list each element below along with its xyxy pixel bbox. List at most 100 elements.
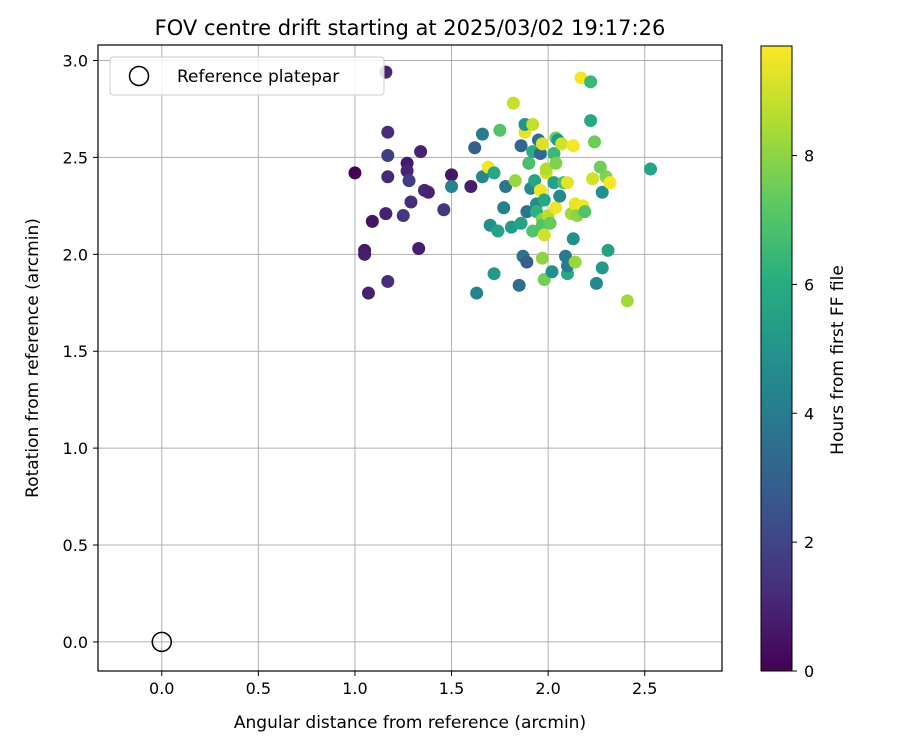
scatter-point bbox=[549, 156, 563, 170]
y-tick-label: 0.0 bbox=[63, 633, 88, 652]
scatter-point bbox=[547, 176, 561, 190]
x-axis-label: Angular distance from reference (arcmin) bbox=[234, 713, 586, 733]
x-tick-label: 1.5 bbox=[439, 679, 464, 698]
y-tick-label: 2.5 bbox=[63, 148, 88, 167]
scatter-point bbox=[620, 294, 634, 308]
scatter-point bbox=[468, 141, 482, 155]
scatter-point bbox=[578, 205, 592, 219]
scatter-point bbox=[396, 209, 410, 223]
scatter-point bbox=[522, 156, 536, 170]
scatter-point bbox=[644, 162, 658, 176]
scatter-point bbox=[589, 276, 603, 290]
grid-lines bbox=[98, 45, 722, 671]
x-tick-label: 0.5 bbox=[246, 679, 271, 698]
colorbar-tick-label: 8 bbox=[804, 147, 814, 166]
scatter-point bbox=[381, 170, 395, 184]
scatter-point bbox=[361, 286, 375, 300]
scatter-point bbox=[514, 139, 528, 153]
scatter-point bbox=[491, 224, 505, 238]
x-axis-ticks: 0.0 0.5 1.0 1.5 2.0 2.5 bbox=[149, 671, 657, 698]
scatter-point bbox=[537, 228, 551, 242]
reference-platepar-marker bbox=[151, 631, 173, 653]
scatter-point bbox=[506, 96, 520, 110]
scatter-point bbox=[520, 255, 534, 269]
colorbar-ticks: 0 2 4 6 8 bbox=[792, 147, 814, 681]
chart-title: FOV centre drift starting at 2025/03/02 … bbox=[155, 16, 666, 40]
colorbar-tick-label: 4 bbox=[804, 404, 814, 423]
scatter-point bbox=[475, 127, 489, 141]
scatter-point bbox=[512, 278, 526, 292]
scatter-point bbox=[603, 176, 617, 190]
scatter-point bbox=[421, 185, 435, 199]
scatter-point bbox=[514, 216, 528, 230]
scatter-point bbox=[358, 247, 372, 261]
x-tick-label: 1.0 bbox=[342, 679, 367, 698]
scatter-point bbox=[593, 160, 607, 174]
scatter-point bbox=[402, 174, 416, 188]
colorbar-tick-label: 0 bbox=[804, 662, 814, 681]
scatter-point bbox=[493, 123, 507, 137]
data-points bbox=[348, 65, 658, 308]
scatter-point bbox=[508, 174, 522, 188]
scatter-point bbox=[584, 75, 598, 89]
scatter-point bbox=[475, 170, 489, 184]
x-tick-label: 0.0 bbox=[149, 679, 174, 698]
scatter-point bbox=[487, 267, 501, 281]
y-tick-label: 0.5 bbox=[63, 536, 88, 555]
scatter-point bbox=[535, 137, 549, 151]
y-tick-label: 2.0 bbox=[63, 245, 88, 264]
scatter-point bbox=[553, 189, 567, 203]
colorbar-gradient bbox=[760, 45, 793, 672]
scatter-point bbox=[560, 176, 574, 190]
scatter-point bbox=[487, 166, 501, 180]
scatter-point bbox=[537, 193, 551, 207]
y-axis-ticks: 0.0 0.5 1.0 1.5 2.0 2.5 3.0 bbox=[63, 52, 98, 652]
scatter-point bbox=[381, 148, 395, 162]
scatter-point bbox=[595, 261, 609, 275]
scatter-point bbox=[543, 216, 557, 230]
y-tick-label: 1.0 bbox=[63, 439, 88, 458]
scatter-point bbox=[545, 265, 559, 279]
scatter-point bbox=[555, 137, 569, 151]
scatter-point bbox=[404, 195, 418, 209]
y-tick-label: 1.5 bbox=[63, 342, 88, 361]
scatter-point bbox=[533, 147, 547, 161]
plot-frame bbox=[97, 44, 723, 672]
scatter-point bbox=[520, 205, 534, 219]
scatter-point bbox=[464, 179, 478, 193]
legend-entry-reference-platepar: Reference platepar bbox=[177, 67, 339, 87]
scatter-point bbox=[601, 243, 615, 257]
scatter-point bbox=[437, 203, 451, 217]
scatter-point bbox=[528, 174, 542, 188]
scatter-point bbox=[549, 201, 563, 215]
scatter-point bbox=[568, 255, 582, 269]
scatter-point bbox=[365, 214, 379, 228]
scatter-point bbox=[535, 251, 549, 265]
scatter-point bbox=[584, 114, 598, 128]
scatter-point bbox=[595, 185, 609, 199]
scatter-point bbox=[539, 162, 553, 176]
scatter-point bbox=[414, 145, 428, 159]
colorbar-label: Hours from first FF file bbox=[828, 265, 848, 455]
scatter-point bbox=[526, 117, 540, 131]
x-tick-label: 2.5 bbox=[632, 679, 657, 698]
scatter-point bbox=[559, 249, 573, 263]
y-tick-label: 3.0 bbox=[63, 52, 88, 71]
scatter-point bbox=[586, 172, 600, 186]
scatter-point bbox=[497, 201, 511, 215]
scatter-point bbox=[445, 179, 459, 193]
scatter-point bbox=[400, 164, 414, 178]
scatter-point bbox=[566, 139, 580, 153]
legend: Reference platepar bbox=[109, 56, 385, 96]
legend-marker-icon bbox=[128, 65, 150, 87]
scatter-point bbox=[381, 274, 395, 288]
colorbar-tick-label: 6 bbox=[804, 275, 814, 294]
scatter-point bbox=[499, 179, 513, 193]
scatter-point bbox=[470, 286, 484, 300]
colorbar-tick-label: 2 bbox=[804, 533, 814, 552]
scatter-point bbox=[566, 232, 580, 246]
colorbar: 0 2 4 6 8 Hours from first FF file bbox=[760, 45, 848, 681]
y-axis-label: Rotation from reference (arcmin) bbox=[23, 218, 43, 498]
scatter-point bbox=[445, 168, 459, 182]
